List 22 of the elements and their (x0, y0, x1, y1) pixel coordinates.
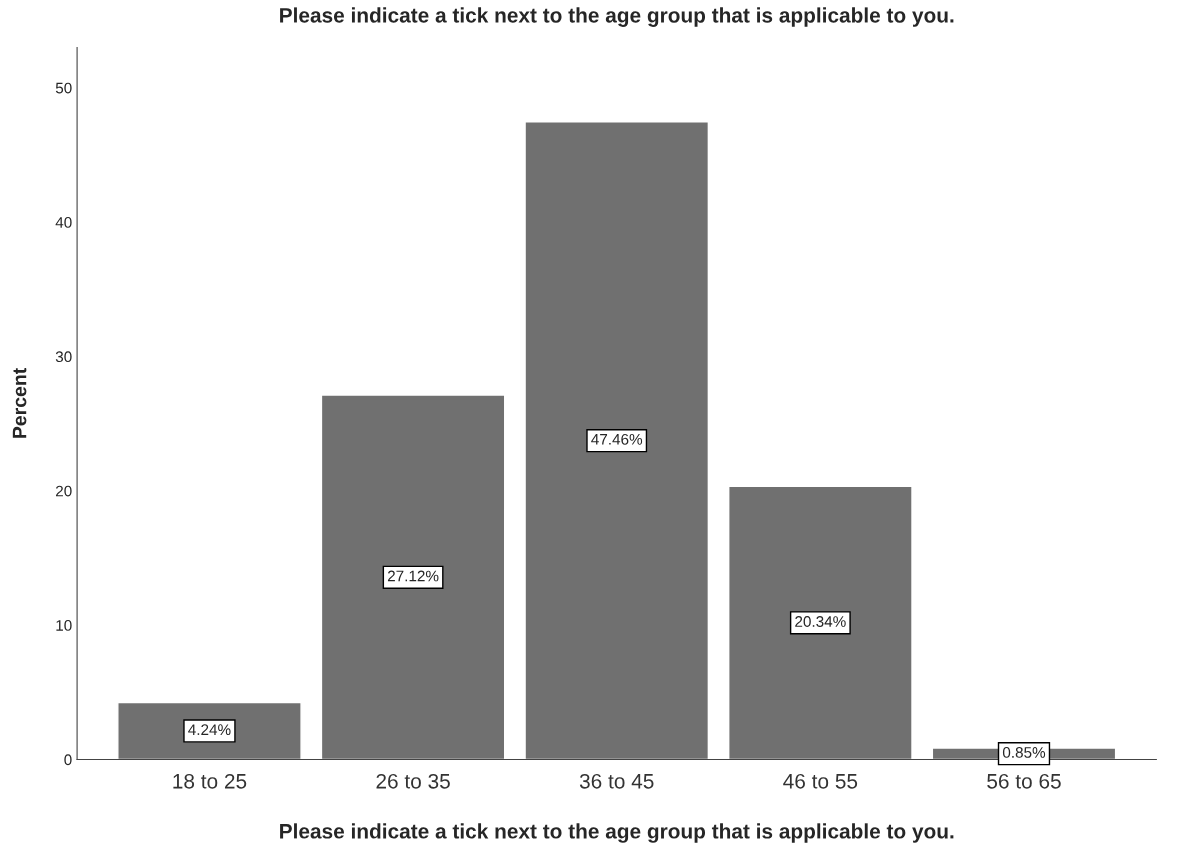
y-tick-label: 20 (56, 485, 72, 497)
y-tick-label: 30 (55, 351, 72, 363)
y-tick-label: 0 (64, 754, 72, 766)
x-tick-label: 18 to 25 (173, 773, 247, 789)
y-tick-label: 50 (55, 82, 72, 94)
data-label: 0.85% (1002, 747, 1046, 758)
y-tick-label: 40 (55, 216, 72, 228)
x-tick-label: 26 to 35 (376, 773, 450, 789)
data-label: 27.12% (387, 570, 439, 582)
chart-title: Please indicate a tick next to the age group that is applicable to you. (280, 7, 954, 27)
data-label: 4.24% (188, 724, 231, 735)
bar (524, 121, 710, 760)
x-axis-title: Please indicate a tick next to the age group that is applicable to you. (280, 823, 954, 843)
x-tick-label: 46 to 55 (783, 773, 858, 789)
x-tick-label: 36 to 45 (579, 773, 654, 789)
data-label: 47.46% (591, 433, 643, 445)
x-tick-label: 56 to 65 (987, 773, 1061, 789)
bar (320, 394, 506, 760)
data-label: 20.34% (795, 616, 846, 627)
bar (728, 485, 913, 760)
y-axis-title: Percent (12, 368, 27, 438)
y-tick-label: 10 (56, 619, 72, 631)
